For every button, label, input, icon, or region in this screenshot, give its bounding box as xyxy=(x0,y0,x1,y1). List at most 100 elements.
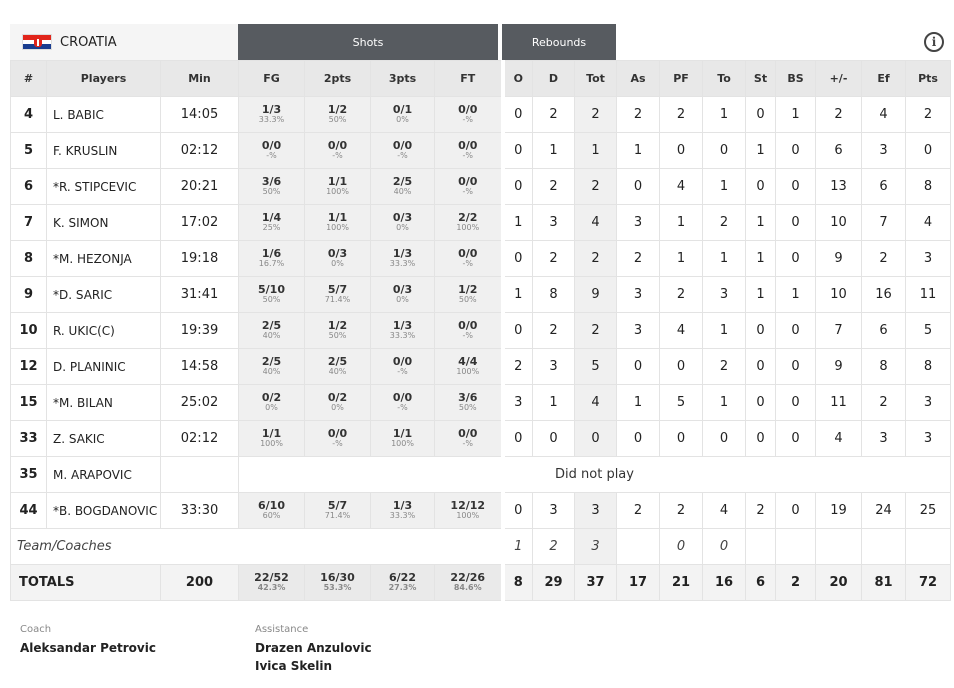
shot-percentage: 42.3% xyxy=(257,583,286,593)
stat-cell: 0 xyxy=(502,240,533,277)
stat-cell: 16 xyxy=(702,564,746,601)
minutes-cell: 14:58 xyxy=(160,348,239,385)
stat-cell: 3 xyxy=(502,384,533,421)
stat-cell: 0 xyxy=(775,204,816,241)
stat-cell: 6 xyxy=(745,564,776,601)
stat-cell: 0 xyxy=(745,384,776,421)
assistant-name: Ivica Skelin xyxy=(255,659,332,673)
stat-cell: 10 xyxy=(815,276,862,313)
shot-made-attempted: 5/7 xyxy=(327,499,348,513)
column-header: PF xyxy=(659,60,703,97)
player-name[interactable]: L. BABIC xyxy=(46,96,161,133)
shot-percentage: -% xyxy=(397,367,408,377)
shot-percentage: 100% xyxy=(326,187,349,197)
shot-percentage: 40% xyxy=(262,367,281,377)
column-header: Ef xyxy=(861,60,906,97)
stat-cell: 2 xyxy=(775,564,816,601)
shot-cell: 0/0 -% xyxy=(304,132,371,169)
shot-cell: 2/5 40% xyxy=(304,348,371,385)
player-name[interactable]: R. UKIC(C) xyxy=(46,312,161,349)
player-name[interactable]: K. SIMON xyxy=(46,204,161,241)
stat-cell: 1 xyxy=(702,312,746,349)
shot-made-attempted: 0/3 xyxy=(392,283,413,297)
player-name[interactable]: *M. HEZONJA xyxy=(46,240,161,277)
stat-cell: 3 xyxy=(532,348,575,385)
player-name[interactable]: Z. SAKIC xyxy=(46,420,161,457)
stat-cell: 0 xyxy=(775,492,816,529)
shot-made-attempted: 2/2 xyxy=(458,211,478,225)
stat-cell: 1 xyxy=(745,276,776,313)
shot-cell: 6/22 27.3% xyxy=(370,564,435,601)
minutes-cell: 17:02 xyxy=(160,204,239,241)
shot-percentage: -% xyxy=(332,151,343,161)
shot-cell: 0/0 -% xyxy=(434,312,505,349)
stat-cell: 8 xyxy=(502,564,533,601)
shot-cell: 3/6 50% xyxy=(434,384,505,421)
stat-cell: 3 xyxy=(905,240,951,277)
shot-percentage: 50% xyxy=(458,403,477,413)
team-label: CROATIA xyxy=(10,24,238,60)
player-name[interactable]: *D. SARIC xyxy=(46,276,161,313)
player-row: 7 K. SIMON 17:02 1/4 25% 1/1 100% 0/3 0% 2/2 100% 1… xyxy=(10,204,951,241)
player-name[interactable]: D. PLANINIC xyxy=(46,348,161,385)
shot-percentage: 50% xyxy=(328,331,347,341)
column-header: FG xyxy=(238,60,305,97)
player-number: 10 xyxy=(10,312,47,349)
shot-cell: 0/0 -% xyxy=(434,96,505,133)
info-icon[interactable]: i xyxy=(924,32,944,52)
shot-cell: 22/26 84.6% xyxy=(434,564,505,601)
stat-cell: 1 xyxy=(775,96,816,133)
minutes-cell: 31:41 xyxy=(160,276,239,313)
shot-made-attempted: 0/0 xyxy=(458,175,478,189)
shot-percentage: 50% xyxy=(328,115,347,125)
stat-cell: 6 xyxy=(861,312,906,349)
player-number: 15 xyxy=(10,384,47,421)
column-header: Min xyxy=(160,60,239,97)
player-number: 44 xyxy=(10,492,47,529)
shot-cell: 0/0 -% xyxy=(304,420,371,457)
shot-cell: 5/7 71.4% xyxy=(304,276,371,313)
stat-cell: 0 xyxy=(616,168,660,205)
stat-cell: 4 xyxy=(815,420,862,457)
shot-percentage: 100% xyxy=(260,439,283,449)
stat-cell: 1 xyxy=(775,276,816,313)
shot-made-attempted: 1/1 xyxy=(392,427,413,441)
shot-made-attempted: 0/0 xyxy=(458,247,478,261)
stat-cell: 0 xyxy=(745,96,776,133)
stat-cell: 3 xyxy=(574,492,617,529)
shot-made-attempted: 0/0 xyxy=(327,139,348,153)
stat-cell: 2 xyxy=(532,312,575,349)
stat-cell: 0 xyxy=(775,240,816,277)
stat-cell: 1 xyxy=(532,132,575,169)
column-header: Tot xyxy=(574,60,617,97)
player-name[interactable]: *M. BILAN xyxy=(46,384,161,421)
shot-made-attempted: 1/6 xyxy=(261,247,282,261)
stat-cell xyxy=(616,528,660,565)
stat-cell: 1 xyxy=(502,276,533,313)
shot-cell: 1/3 33.3% xyxy=(238,96,305,133)
stat-cell: 6 xyxy=(815,132,862,169)
shot-cell: 0/2 0% xyxy=(238,384,305,421)
stat-cell: 4 xyxy=(702,492,746,529)
player-name[interactable]: *R. STIPCEVIC xyxy=(46,168,161,205)
stat-cell: 11 xyxy=(815,384,862,421)
stat-cell: 21 xyxy=(659,564,703,601)
stat-cell: 2 xyxy=(574,240,617,277)
shot-cell: 1/6 16.7% xyxy=(238,240,305,277)
minutes-cell: 20:21 xyxy=(160,168,239,205)
player-name[interactable]: M. ARAPOVIC xyxy=(46,456,161,493)
table-header-row: # Players Min FG 2pts 3pts FT O D Tot As PF To St BS +/… xyxy=(10,60,951,97)
minutes-cell xyxy=(160,456,239,493)
shot-cell: 22/52 42.3% xyxy=(238,564,305,601)
player-number: 7 xyxy=(10,204,47,241)
player-name[interactable]: *B. BOGDANOVIC xyxy=(46,492,161,529)
stat-cell: 8 xyxy=(905,168,951,205)
minutes-cell: 02:12 xyxy=(160,132,239,169)
player-name[interactable]: F. KRUSLIN xyxy=(46,132,161,169)
stat-cell: 1 xyxy=(659,204,703,241)
shot-made-attempted: 0/0 xyxy=(458,319,478,333)
totals-label: TOTALS xyxy=(10,564,161,601)
shot-cell: 0/1 0% xyxy=(370,96,435,133)
stat-cell: 0 xyxy=(616,348,660,385)
shot-cell: 1/2 50% xyxy=(304,312,371,349)
